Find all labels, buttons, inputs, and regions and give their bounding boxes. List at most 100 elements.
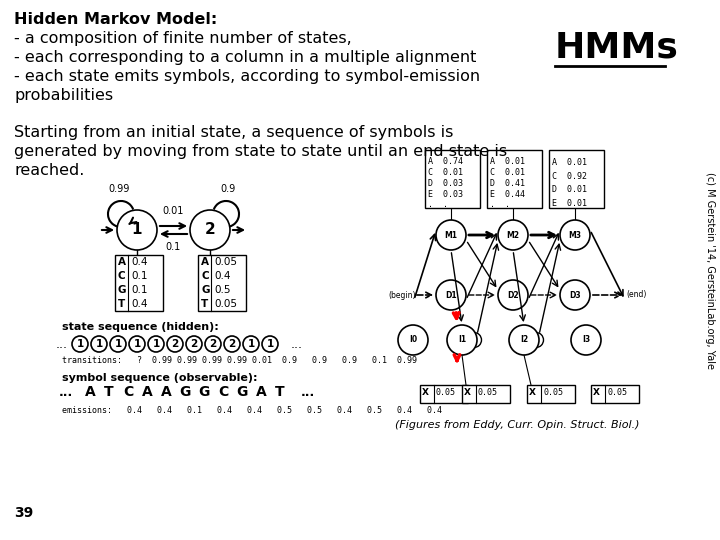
Text: 2: 2 — [228, 339, 235, 349]
Text: 0.05: 0.05 — [214, 257, 237, 267]
Text: .  .: . . — [428, 200, 448, 210]
Text: M2: M2 — [506, 231, 520, 240]
Text: X: X — [593, 388, 600, 397]
Text: M3: M3 — [569, 231, 582, 240]
Bar — [591, 385, 639, 403]
Text: (begin): (begin) — [388, 291, 415, 300]
Text: A: A — [142, 385, 153, 399]
Text: probabilities: probabilities — [14, 88, 113, 103]
Text: I2: I2 — [520, 335, 528, 345]
Text: 0.9: 0.9 — [220, 184, 235, 194]
Text: emissions:   0.4   0.4   0.1   0.4   0.4   0.5   0.5   0.4   0.5   0.4   0.4: emissions: 0.4 0.4 0.1 0.4 0.4 0.5 0.5 0… — [62, 406, 442, 415]
Circle shape — [398, 325, 428, 355]
Circle shape — [436, 280, 466, 310]
Text: D2: D2 — [507, 291, 519, 300]
Text: transitions:   ?  0.99 0.99 0.99 0.99 0.01  0.9   0.9   0.9   0.1  0.99: transitions: ? 0.99 0.99 0.99 0.99 0.01 … — [62, 356, 417, 365]
Text: X: X — [529, 388, 536, 397]
Text: 0.4: 0.4 — [131, 299, 148, 309]
Circle shape — [91, 336, 107, 352]
Text: HMMs: HMMs — [555, 30, 679, 64]
Text: E  0.01: E 0.01 — [552, 199, 587, 207]
Text: 1: 1 — [95, 339, 103, 349]
Bar — [420, 385, 468, 403]
Text: 0.05: 0.05 — [436, 388, 456, 397]
Text: Hidden Markov Model:: Hidden Markov Model: — [14, 12, 217, 27]
Text: - each corresponding to a column in a multiple alignment: - each corresponding to a column in a mu… — [14, 50, 477, 65]
Text: 0.99: 0.99 — [108, 184, 130, 194]
Text: state sequence (hidden):: state sequence (hidden): — [62, 322, 219, 332]
Text: generated by moving from state to state until an end state is: generated by moving from state to state … — [14, 144, 507, 159]
Text: 0.05: 0.05 — [607, 388, 627, 397]
Text: 0.01: 0.01 — [162, 206, 184, 216]
Text: - each state emits symbols, according to symbol-emission: - each state emits symbols, according to… — [14, 69, 480, 84]
Bar — [425, 150, 480, 208]
Text: A  0.74: A 0.74 — [428, 157, 463, 166]
Text: 0.05: 0.05 — [543, 388, 563, 397]
Text: M1: M1 — [444, 231, 457, 240]
Text: C  0.92: C 0.92 — [552, 172, 587, 180]
Circle shape — [436, 220, 466, 250]
Text: 1: 1 — [153, 339, 160, 349]
Text: 0.1: 0.1 — [131, 285, 148, 295]
Text: A: A — [118, 257, 126, 267]
Text: C: C — [123, 385, 133, 399]
Circle shape — [117, 210, 157, 250]
Text: - a composition of finite number of states,: - a composition of finite number of stat… — [14, 31, 352, 46]
Text: 0.5: 0.5 — [214, 285, 230, 295]
Text: 2: 2 — [171, 339, 179, 349]
Text: T: T — [201, 299, 208, 309]
Circle shape — [148, 336, 164, 352]
Text: T: T — [118, 299, 125, 309]
Text: C  0.01: C 0.01 — [428, 168, 463, 177]
Text: 39: 39 — [14, 506, 33, 520]
Text: D3: D3 — [570, 291, 581, 300]
Text: C: C — [118, 271, 125, 281]
Text: D  0.41: D 0.41 — [490, 179, 525, 188]
Text: 2: 2 — [204, 222, 215, 238]
Text: (c) M Gerstein '14, GersteinLab.org, Yale: (c) M Gerstein '14, GersteinLab.org, Yal… — [705, 172, 715, 368]
Circle shape — [509, 325, 539, 355]
Circle shape — [243, 336, 259, 352]
Text: X: X — [422, 388, 429, 397]
Text: A: A — [201, 257, 209, 267]
Bar — [462, 385, 510, 403]
Text: reached.: reached. — [14, 163, 84, 178]
Text: (Figures from Eddy, Curr. Opin. Struct. Biol.): (Figures from Eddy, Curr. Opin. Struct. … — [395, 420, 639, 430]
Bar — [487, 150, 542, 208]
Circle shape — [262, 336, 278, 352]
Text: A: A — [161, 385, 171, 399]
Circle shape — [110, 336, 126, 352]
Text: A: A — [256, 385, 266, 399]
Text: C: C — [201, 271, 209, 281]
Text: ...: ... — [301, 386, 315, 399]
Text: 2: 2 — [190, 339, 197, 349]
Text: X: X — [464, 388, 471, 397]
Bar — [198, 255, 246, 311]
Text: 1: 1 — [133, 339, 140, 349]
Circle shape — [129, 336, 145, 352]
Text: A  0.01: A 0.01 — [490, 157, 525, 166]
Circle shape — [560, 220, 590, 250]
Text: T: T — [275, 385, 285, 399]
Text: A: A — [85, 385, 95, 399]
Text: (end): (end) — [627, 291, 647, 300]
Bar — [549, 150, 604, 208]
Circle shape — [571, 325, 601, 355]
Text: ...: ... — [291, 338, 303, 350]
Circle shape — [190, 210, 230, 250]
Circle shape — [447, 325, 477, 355]
Text: G: G — [118, 285, 127, 295]
Text: A  0.01: A 0.01 — [552, 158, 587, 167]
Text: 0.4: 0.4 — [131, 257, 148, 267]
Text: 1: 1 — [266, 339, 274, 349]
Text: 0.05: 0.05 — [214, 299, 237, 309]
Text: Starting from an initial state, a sequence of symbols is: Starting from an initial state, a sequen… — [14, 125, 454, 140]
Text: 1: 1 — [132, 222, 143, 238]
Text: G: G — [198, 385, 210, 399]
Text: 0.4: 0.4 — [214, 271, 230, 281]
Text: C: C — [218, 385, 228, 399]
Text: 0.1: 0.1 — [131, 271, 148, 281]
Bar — [115, 255, 163, 311]
Text: G: G — [236, 385, 248, 399]
Text: 1: 1 — [114, 339, 122, 349]
